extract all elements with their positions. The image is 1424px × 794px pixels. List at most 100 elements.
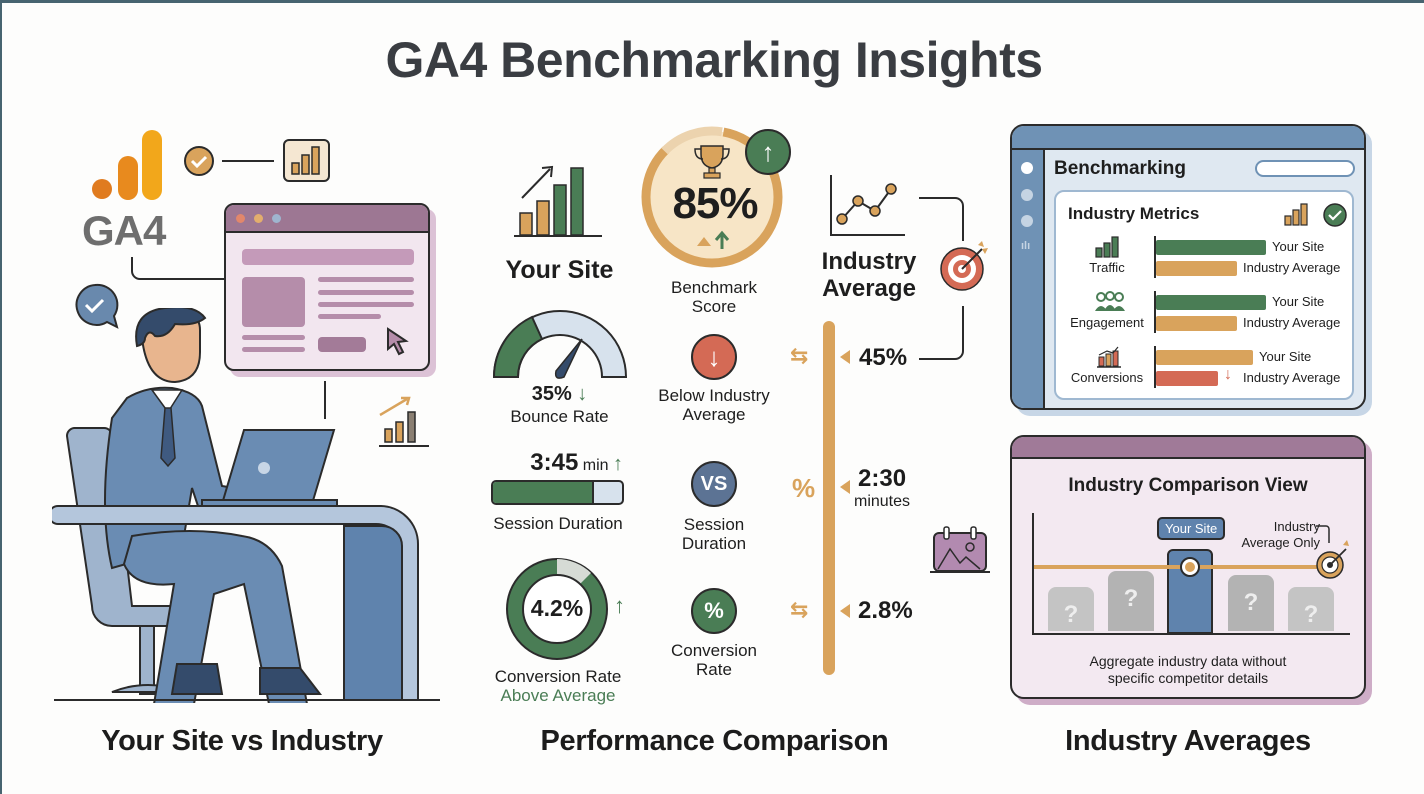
bounce-rate-value-row: 35% ↓ [492,383,627,406]
industry-average-heading: Industry Average [814,248,924,302]
industry-bar [1156,371,1218,386]
industry-bounce-rate: 45% [859,344,908,371]
tag-line1: Industry [1273,519,1320,534]
competitor-bar-hidden: ? [1228,575,1274,631]
ga4-logo-icon [92,130,162,200]
target-icon [1316,525,1349,579]
section-caption-middle: Performance Comparison [540,725,889,757]
metric-row-label: Traffic [1089,260,1125,275]
tag-line2: Average Only [1241,535,1320,550]
dashboard-search-input[interactable] [1255,160,1355,177]
bar-check-icon [1284,203,1347,227]
comparison-titlebar [1012,437,1364,459]
session-duration-unit: min [582,457,609,474]
average-marker [1180,557,1200,577]
x-axis [1032,633,1350,635]
conversion-status: Above Average [500,686,616,705]
metric-row-label: Conversions [1070,370,1144,385]
industry-scale-bar [823,321,835,675]
connector-line [131,257,226,280]
benchmark-score-ring [641,126,783,268]
your-site-bar [1156,350,1253,365]
bounce-rate-value: 35% [531,383,572,405]
section-caption-left: Your Site vs Industry [101,725,383,757]
trophy-icon [694,145,730,179]
metric-row-label: Engagement [1070,315,1144,330]
arrow-up-icon: ↑ [614,593,625,618]
industry-bar [1156,316,1237,331]
axis-line [1154,291,1156,333]
growth-bars-icon [514,165,602,237]
industry-bar-label: Industry Average [1243,315,1341,330]
your-site-heading: Your Site [505,256,614,284]
conversion-rate-label: Conversion Rate [494,667,622,686]
benchmark-label-line2: Score [691,297,737,316]
industry-session-duration: 2:30 [858,465,907,492]
label-line1: Conversion [671,641,757,660]
arrow-down-icon: ↓ [577,383,588,405]
cursor-icon [387,327,409,356]
industry-session-unit: minutes [854,493,911,510]
comparison-label-bounce: Below Industry Average [634,386,794,424]
connector-bracket [919,197,964,360]
competitor-bar-hidden: ? [1108,571,1154,631]
arrow-up-badge-icon: ↑ [745,129,791,175]
trend-up-icon [697,230,730,249]
label-line1: Below Industry [658,386,770,405]
bar-chart-icon [283,139,330,182]
dashboard-titlebar [1012,126,1364,150]
card-title: Industry Metrics [1068,204,1200,223]
comparison-label-session: Session Duration [644,515,784,553]
benchmark-score-value: 85% [672,179,758,228]
sidebar-nav-dot[interactable] [1021,189,1033,201]
analyst-at-desk-illustration [52,308,440,703]
comparison-label-conversion: Conversion Rate [644,641,784,679]
people-group-icon [1095,291,1125,311]
industry-comparison-view: Industry Comparison View ? ? ? ? Your Si… [1010,435,1366,699]
benchmark-label-line1: Benchmark [671,278,757,297]
sidebar-chart-icon[interactable]: ılı [1021,240,1031,252]
page-title: GA4 Benchmarking Insights [385,32,1043,88]
benchmark-score-label: Benchmark Score [644,278,784,316]
your-site-bar [1156,295,1266,310]
comparison-title: Industry Comparison View [1068,475,1308,496]
calendar-image-icon [930,526,990,573]
arrow-up-icon: ↑ [613,453,623,475]
sidebar-nav-dot[interactable] [1021,215,1033,227]
dashboard-sidebar: ılı [1012,150,1045,408]
industry-conversion-rate: 2.8% [858,597,913,624]
bounce-rate-label: Bounce Rate [510,407,609,426]
bounce-rate-gauge [492,310,628,379]
axis-line [1154,346,1156,388]
axis-line [1154,236,1156,278]
label-line2: Duration [681,534,747,553]
your-site-bar [1167,549,1213,634]
competitor-bar-hidden: ? [1048,587,1094,631]
conversion-rate-ring [506,558,608,660]
target-icon [940,241,988,291]
industry-metrics-card: Industry Metrics Traffic Your Site Indus… [1054,190,1354,400]
label-line1: Session [683,515,745,534]
your-site-bar-label: Your Site [1272,239,1325,254]
conversion-chart-icon [1097,346,1121,368]
arrow-down-icon: ↓ [1224,366,1232,383]
pointer-icon [840,604,850,618]
pointer-icon [840,480,850,494]
your-site-tag: Your Site [1157,517,1226,540]
industry-bar [1156,261,1237,276]
percent-marker-icon: % [792,473,816,503]
benchmarking-dashboard: ılı Benchmarking Industry Metrics Traffi… [1010,124,1366,410]
session-duration-fill [493,482,594,503]
swap-arrows-icon: ⇆ [790,343,809,368]
line-chart-icon [830,175,905,236]
sidebar-nav-dot[interactable] [1021,162,1033,174]
session-duration-progress [491,480,624,505]
browser-window-icon [224,203,430,371]
conversion-rate-value: 4.2% [530,595,584,621]
session-duration-value-row: 3:45 min ↑ [492,449,627,477]
dashboard-title: Benchmarking [1054,158,1186,179]
your-site-bar [1156,240,1266,255]
label-line2: Average [682,405,746,424]
percent-circle-icon: % [691,588,737,634]
your-site-bar-label: Your Site [1272,294,1325,309]
